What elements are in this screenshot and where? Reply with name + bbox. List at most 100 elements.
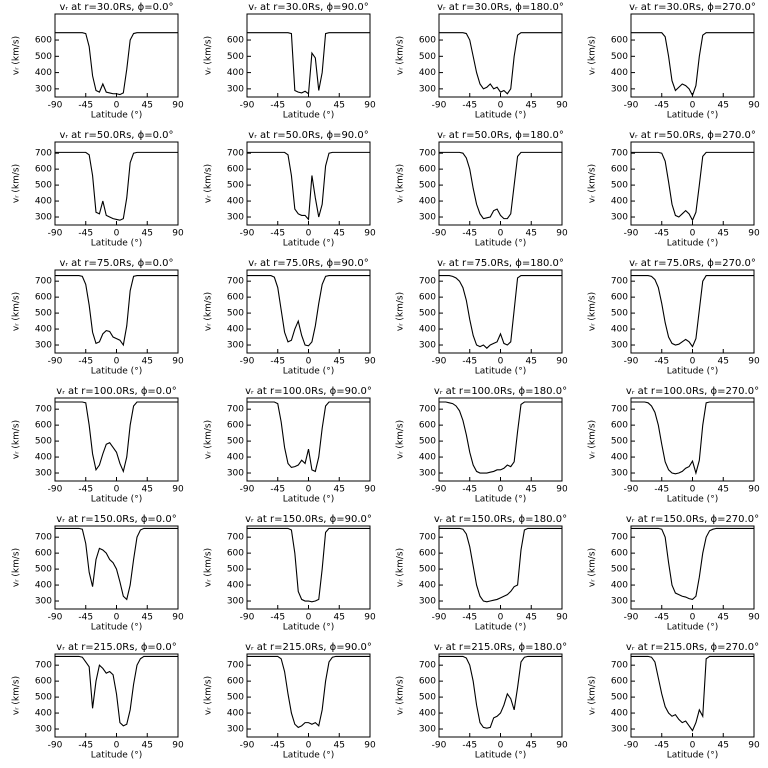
x-tick-label: 45 [142, 357, 153, 367]
plot-frame [630, 397, 755, 482]
x-axis-label: Latitude (°) [283, 751, 334, 761]
x-tick-label: -45 [654, 229, 669, 239]
y-tick-label: 400 [611, 453, 628, 463]
x-axis-label: Latitude (°) [667, 751, 718, 761]
y-tick-label: 300 [611, 597, 628, 607]
y-axis-label: vᵣ (km/s) [204, 420, 214, 459]
x-tick-label: -45 [654, 357, 669, 367]
x-tick-label: 45 [526, 101, 537, 111]
x-axis-label: Latitude (°) [283, 495, 334, 505]
x-tick-label: -45 [462, 357, 477, 367]
y-tick-label: 700 [419, 533, 436, 543]
y-tick-label: 300 [227, 213, 244, 223]
x-tick-label: -90 [624, 741, 639, 751]
x-tick-label: 45 [142, 229, 153, 239]
x-tick-label: 90 [364, 229, 376, 239]
y-tick-label: 300 [419, 213, 436, 223]
y-axis-label: vᵣ (km/s) [396, 676, 406, 715]
y-tick-label: 700 [611, 149, 628, 159]
y-tick-label: 500 [419, 181, 436, 191]
x-axis-label: Latitude (°) [91, 623, 142, 633]
x-tick-label: -90 [48, 741, 63, 751]
plot-frame [630, 525, 755, 610]
x-tick-label: -45 [462, 485, 477, 495]
x-tick-label: -45 [462, 741, 477, 751]
y-tick-label: 600 [419, 549, 436, 559]
y-tick-label: 600 [227, 165, 244, 175]
x-axis-label: Latitude (°) [667, 623, 718, 633]
x-tick-label: -45 [270, 101, 285, 111]
x-tick-label: -45 [462, 101, 477, 111]
x-tick-label: 90 [364, 741, 376, 751]
plot-frame [54, 525, 179, 610]
y-axis-label: vᵣ (km/s) [396, 292, 406, 331]
x-tick-label: 90 [556, 485, 568, 495]
y-tick-label: 500 [419, 437, 436, 447]
x-tick-label: 0 [498, 101, 504, 111]
y-tick-label: 300 [611, 213, 628, 223]
y-tick-label: 600 [35, 293, 52, 303]
x-tick-label: 0 [306, 229, 312, 239]
x-tick-label: 45 [526, 741, 537, 751]
x-tick-label: 45 [142, 613, 153, 623]
x-tick-label: 0 [498, 741, 504, 751]
plot-frame [630, 141, 755, 226]
y-axis-label: vᵣ (km/s) [204, 164, 214, 203]
data-line [631, 275, 754, 348]
data-line [439, 151, 562, 220]
x-tick-label: 45 [718, 101, 729, 111]
data-line [55, 151, 178, 221]
x-tick-label: 0 [690, 613, 696, 623]
x-tick-label: 90 [172, 229, 184, 239]
chart-title: vᵣ at r=75.0Rs, ϕ=270.0° [629, 258, 756, 269]
chart-title: vᵣ at r=30.0Rs, ϕ=0.0° [59, 2, 173, 13]
y-tick-label: 300 [419, 725, 436, 735]
y-tick-label: 600 [227, 421, 244, 431]
y-tick-label: 400 [35, 453, 52, 463]
y-tick-label: 500 [227, 309, 244, 319]
x-tick-label: -90 [432, 741, 447, 751]
x-tick-label: 0 [114, 229, 120, 239]
y-tick-label: 700 [611, 661, 628, 671]
y-tick-label: 500 [35, 181, 52, 191]
x-tick-label: 0 [690, 485, 696, 495]
x-tick-label: 0 [306, 101, 312, 111]
y-tick-label: 300 [611, 341, 628, 351]
x-axis-label: Latitude (°) [91, 751, 142, 761]
chart-title: vᵣ at r=215.0Rs, ϕ=90.0° [245, 642, 372, 653]
y-tick-label: 600 [35, 36, 52, 46]
data-line [439, 401, 562, 474]
chart-title: vᵣ at r=75.0Rs, ϕ=0.0° [59, 258, 173, 269]
y-axis-label: vᵣ (km/s) [204, 676, 214, 715]
y-tick-label: 400 [227, 325, 244, 335]
data-line [55, 401, 178, 474]
chart-title: vᵣ at r=50.0Rs, ϕ=0.0° [59, 130, 173, 141]
data-line [247, 401, 370, 473]
data-line [55, 32, 178, 96]
y-axis-label: vᵣ (km/s) [204, 36, 214, 75]
x-axis-label: Latitude (°) [91, 367, 142, 377]
x-tick-label: 45 [334, 357, 345, 367]
data-line [247, 275, 370, 347]
plot-frame [438, 397, 563, 482]
y-tick-label: 400 [227, 453, 244, 463]
x-tick-label: -90 [48, 357, 63, 367]
x-tick-label: -90 [624, 613, 639, 623]
x-tick-label: -45 [270, 741, 285, 751]
x-tick-label: -45 [78, 613, 93, 623]
y-tick-label: 700 [419, 661, 436, 671]
y-axis-label: vᵣ (km/s) [396, 420, 406, 459]
x-tick-label: -90 [624, 357, 639, 367]
y-tick-label: 700 [419, 149, 436, 159]
x-tick-label: 0 [498, 485, 504, 495]
y-axis-label: vᵣ (km/s) [204, 292, 214, 331]
x-tick-label: -45 [654, 613, 669, 623]
x-axis-label: Latitude (°) [475, 495, 526, 505]
x-tick-label: 90 [172, 357, 184, 367]
y-tick-label: 300 [419, 84, 436, 94]
data-line [439, 275, 562, 349]
chart-title: vᵣ at r=50.0Rs, ϕ=90.0° [248, 130, 368, 141]
x-tick-label: 45 [526, 613, 537, 623]
y-axis-label: vᵣ (km/s) [396, 164, 406, 203]
y-tick-label: 600 [611, 677, 628, 687]
